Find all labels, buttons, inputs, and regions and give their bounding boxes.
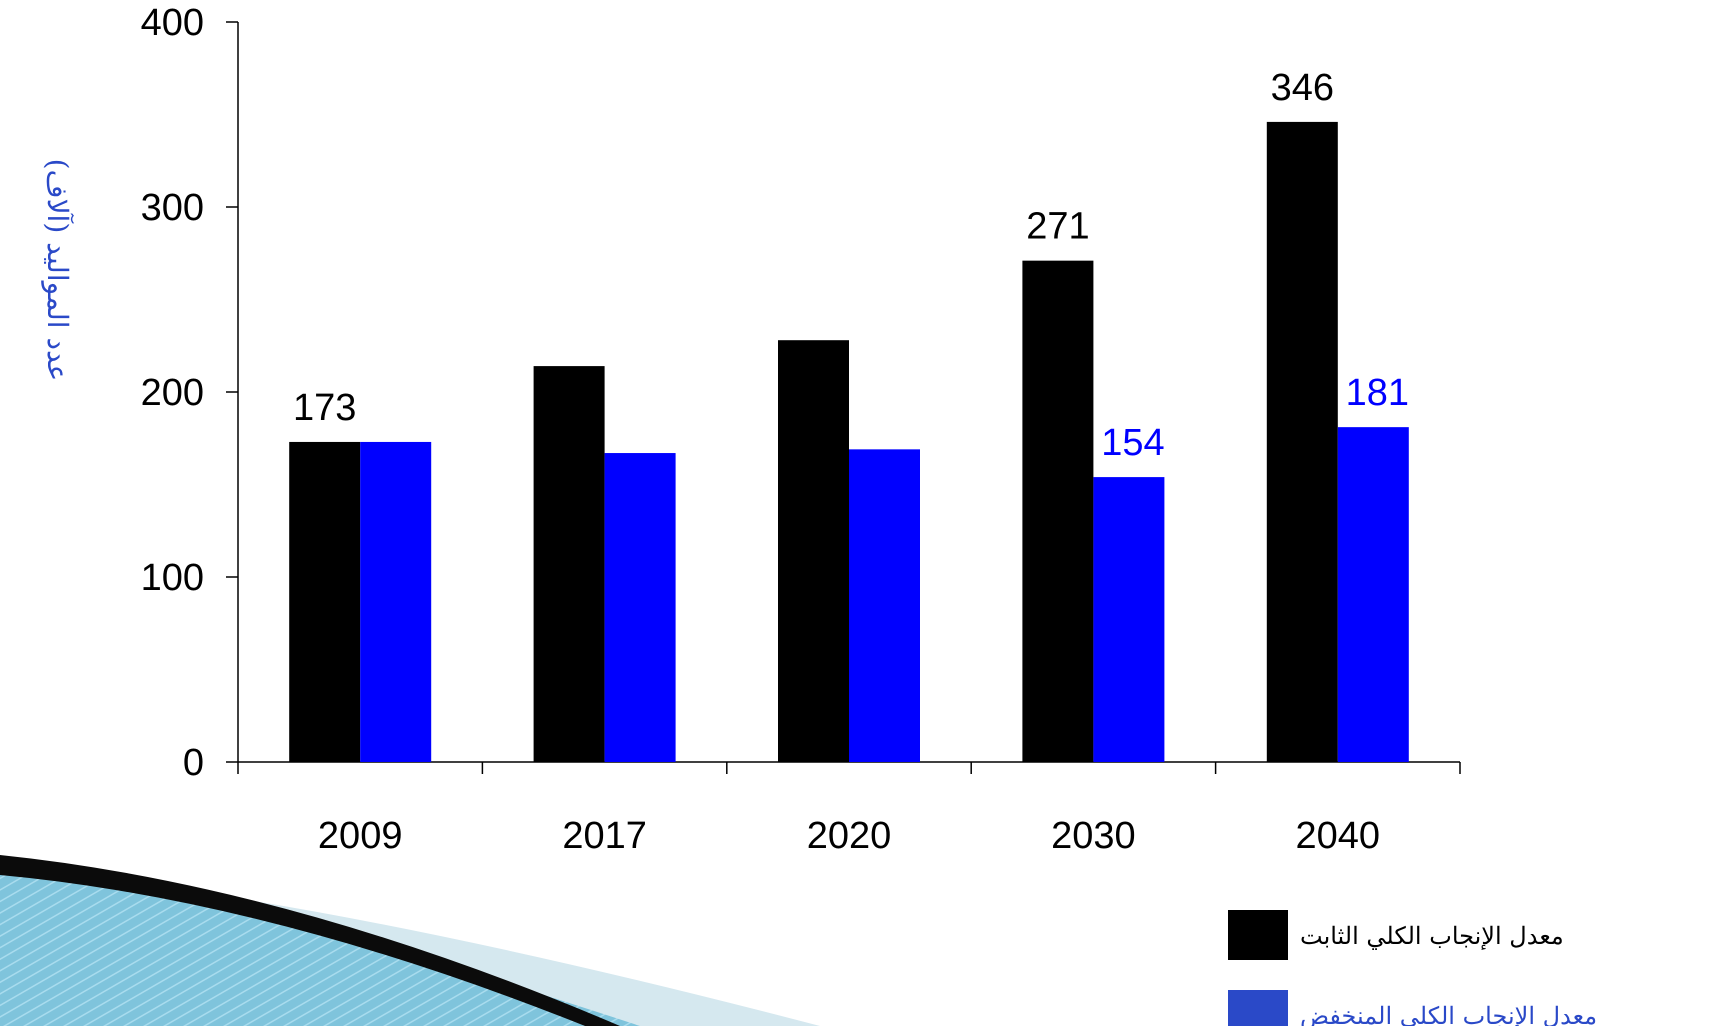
bar-low-rate	[849, 449, 920, 762]
data-label: 173	[293, 387, 356, 429]
data-label: 154	[1101, 422, 1164, 464]
bars-group	[289, 121, 1409, 762]
y-tick-label: 100	[141, 557, 204, 599]
legend-swatch-low	[1228, 990, 1288, 1026]
y-tick-label: 300	[141, 187, 204, 229]
bar-fixed-rate	[1022, 260, 1094, 762]
bar-fixed-rate	[778, 340, 849, 762]
y-axis: 0 100 200 300 400	[141, 2, 239, 784]
x-tick-label: 2020	[807, 815, 892, 857]
legend-swatch-fixed	[1228, 910, 1288, 960]
bar-fixed-rate	[289, 441, 361, 762]
data-label: 181	[1346, 372, 1409, 414]
data-labels-group: 173 271 346 154 181	[293, 67, 1409, 464]
data-label: 271	[1026, 206, 1089, 248]
x-tick-label: 2040	[1296, 815, 1381, 857]
x-axis: 2009 2017 2020 2030 2040	[237, 761, 1461, 857]
bar-fixed-rate	[1266, 121, 1338, 762]
y-tick-label: 0	[183, 742, 204, 784]
bar-low-rate	[1093, 477, 1165, 762]
x-tick-label: 2017	[562, 815, 647, 857]
legend: معدل الإنجاب الكلي الثابت معدل الإنجاب ا…	[1228, 910, 1597, 1026]
legend-item-fixed: معدل الإنجاب الكلي الثابت	[1228, 910, 1564, 960]
legend-label-low: معدل الإنجاب الكلي المنخفض	[1300, 1002, 1597, 1026]
legend-label-fixed: معدل الإنجاب الكلي الثابت	[1300, 922, 1564, 950]
bar-low-rate	[1337, 427, 1409, 762]
bar-low-rate	[360, 441, 432, 762]
decorative-swoosh	[0, 855, 820, 1026]
y-axis-label: عدد المواليد (آلاف)	[41, 159, 75, 382]
legend-item-low: معدل الإنجاب الكلي المنخفض	[1228, 990, 1597, 1026]
y-tick-label: 400	[141, 2, 204, 44]
y-tick-label: 200	[141, 372, 204, 414]
data-label: 346	[1271, 67, 1334, 109]
bar-low-rate	[604, 453, 676, 762]
x-tick-label: 2030	[1051, 815, 1136, 857]
x-tick-label: 2009	[318, 815, 403, 857]
bar-fixed-rate	[533, 366, 605, 762]
